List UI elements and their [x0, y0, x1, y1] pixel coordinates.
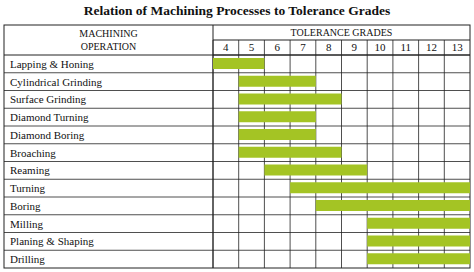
svg-text:Turning: Turning	[10, 182, 46, 194]
svg-text:13: 13	[452, 41, 464, 53]
svg-text:Cylindrical Grinding: Cylindrical Grinding	[10, 76, 102, 88]
svg-text:7: 7	[300, 41, 306, 53]
svg-text:Lapping & Honing: Lapping & Honing	[10, 58, 94, 70]
svg-text:Milling: Milling	[10, 218, 44, 230]
svg-text:TOLERANCE GRADES: TOLERANCE GRADES	[291, 27, 393, 38]
svg-text:10: 10	[375, 41, 387, 53]
svg-text:Diamond Boring: Diamond Boring	[10, 129, 85, 141]
svg-text:Reaming: Reaming	[10, 164, 50, 176]
svg-text:OPERATION: OPERATION	[81, 41, 137, 52]
svg-text:4: 4	[223, 41, 229, 53]
svg-text:6: 6	[275, 41, 281, 53]
svg-text:11: 11	[400, 41, 411, 53]
svg-text:Relation of Machining Processe: Relation of Machining Processes to Toler…	[84, 3, 390, 18]
svg-text:5: 5	[249, 41, 255, 53]
svg-text:Boring: Boring	[10, 200, 41, 212]
svg-text:Surface Grinding: Surface Grinding	[10, 93, 87, 105]
svg-text:12: 12	[426, 41, 437, 53]
svg-text:Drilling: Drilling	[10, 253, 45, 265]
svg-text:8: 8	[326, 41, 332, 53]
svg-text:MACHINING: MACHINING	[79, 28, 137, 39]
svg-text:Diamond Turning: Diamond Turning	[10, 111, 89, 123]
svg-text:Broaching: Broaching	[10, 147, 56, 159]
svg-text:9: 9	[352, 41, 358, 53]
svg-text:Planing & Shaping: Planing & Shaping	[10, 235, 94, 247]
